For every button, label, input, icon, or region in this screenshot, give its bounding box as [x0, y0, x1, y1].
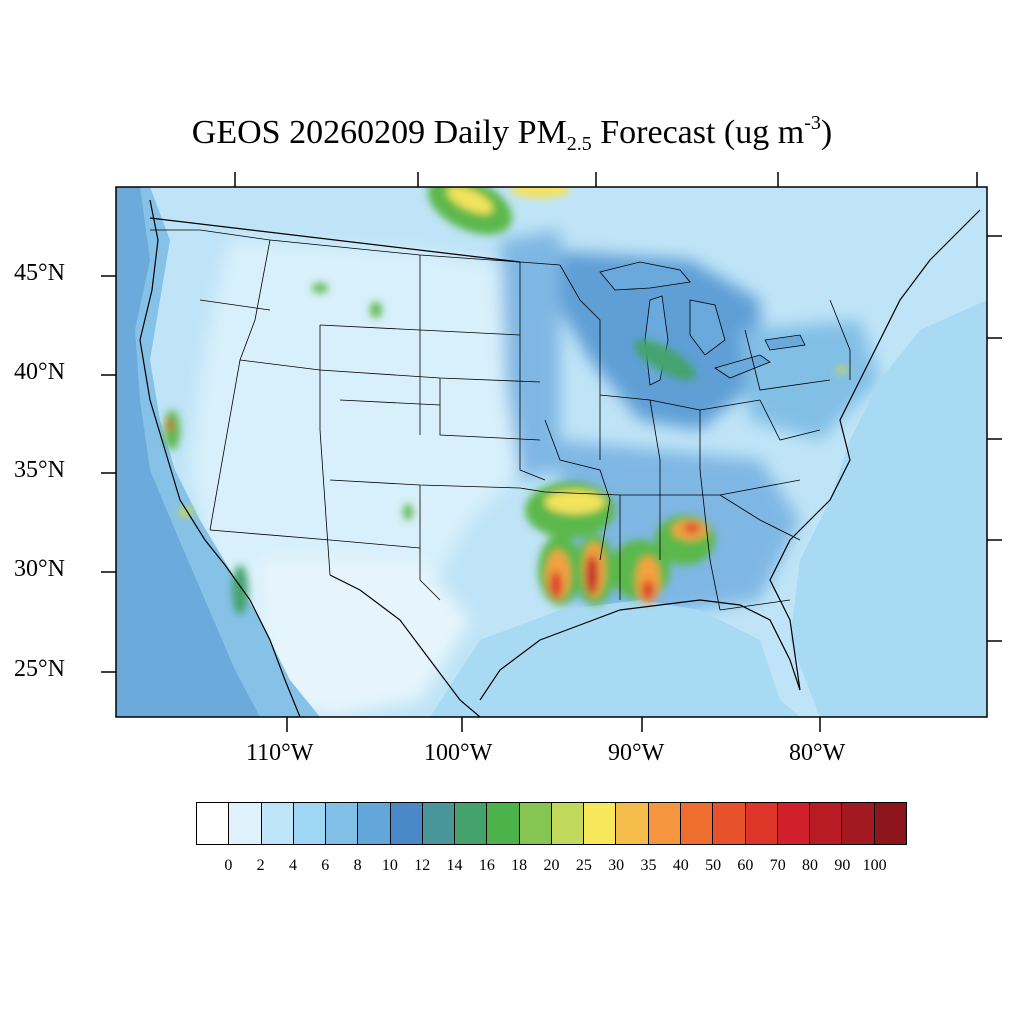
state-boundaries [150, 229, 851, 611]
hotspot-california [164, 410, 180, 450]
colorbar-box [810, 803, 843, 844]
colorbar-label: 100 [862, 857, 887, 874]
colorbar-label: 25 [575, 857, 592, 874]
coastline [139, 199, 981, 717]
lat-label-35: 35°N [14, 457, 65, 483]
pacific-coast-dark [116, 187, 260, 717]
colorbar-box [519, 803, 552, 844]
colorbar-label: 4 [288, 857, 297, 874]
hotspot-socal [232, 565, 248, 615]
colorbar-label: 12 [414, 857, 431, 874]
lake-erie [714, 354, 771, 379]
hotspot-alabama-red [642, 580, 654, 600]
colorbar-box [358, 803, 391, 844]
colorbar-box [197, 803, 230, 844]
lake-superior [599, 261, 691, 291]
colorbar-label: 40 [672, 857, 689, 874]
hotspot-montana [312, 283, 328, 293]
lon-label-80: 80°W [789, 740, 846, 766]
colorbar-box [551, 803, 585, 844]
lat-label-25: 25°N [14, 656, 65, 682]
colorbar-box [680, 803, 714, 844]
lake-huron [689, 299, 726, 356]
hotspot-great-lakes-green [634, 339, 696, 381]
hotspot-arkansas-yellow [545, 490, 605, 514]
colorbar-label: 14 [446, 857, 463, 874]
hotspot-mississippi-red [586, 555, 598, 595]
colorbar-label: 6 [321, 857, 330, 874]
hotspot-la [178, 507, 194, 517]
lat-label-30: 30°N [14, 556, 65, 582]
colorbar-box [616, 803, 649, 844]
colorbar-label: 8 [353, 857, 362, 874]
hotspot-georgia-red [684, 523, 700, 533]
hotspot-wyoming [370, 302, 382, 318]
colorbar-label: 35 [640, 857, 657, 874]
colorbar-box [584, 803, 617, 844]
colorbar-label: 70 [769, 857, 786, 874]
colorbar-label: 60 [737, 857, 754, 874]
colorbar-box [713, 803, 746, 844]
colorbar-box [648, 803, 681, 844]
colorbar-label: 30 [608, 857, 625, 874]
colorbar-label: 10 [381, 857, 398, 874]
lake-ontario [764, 334, 806, 351]
hotspot-louisiana-red [550, 571, 562, 599]
chart-title: GEOS 20260209 Daily PM2.5 Forecast (ug m… [191, 112, 833, 155]
colorbar [196, 802, 907, 845]
colorbar-label: 2 [256, 857, 265, 874]
lon-label-90: 90°W [608, 740, 665, 766]
colorbar-label: 80 [802, 857, 819, 874]
lon-label-110: 110°W [246, 740, 314, 766]
colorbar-box [326, 803, 359, 844]
colorbar-box [293, 803, 327, 844]
colorbar-box [842, 803, 875, 844]
hotspot-nyc [836, 366, 848, 374]
colorbar-box [390, 803, 423, 844]
colorbar-box [229, 803, 262, 844]
map-frame [115, 186, 988, 718]
colorbar-label: 18 [511, 857, 528, 874]
plume-canada-east [510, 187, 570, 198]
plume-canada-yellow [446, 187, 494, 214]
colorbar-box [745, 803, 778, 844]
colorbar-box [777, 803, 811, 844]
colorbar-label: 90 [834, 857, 851, 874]
hotspot-california-red [167, 419, 173, 431]
texas-low-field [260, 560, 470, 717]
colorbar-box [487, 803, 520, 844]
map-ticks [101, 172, 1002, 732]
colorbar-box [261, 803, 294, 844]
colorbar-label: 50 [705, 857, 722, 874]
colorbar-label: 16 [478, 857, 495, 874]
lat-label-45: 45°N [14, 260, 65, 286]
gulf-of-mexico [430, 600, 800, 717]
hotspot-new-mexico [403, 504, 413, 520]
colorbar-box [874, 803, 906, 844]
lat-label-40: 40°N [14, 359, 65, 385]
colorbar-label: 20 [543, 857, 560, 874]
colorbar-box [422, 803, 456, 844]
lon-label-100: 100°W [424, 740, 493, 766]
colorbar-box [455, 803, 488, 844]
colorbar-label: 0 [224, 857, 233, 874]
atlantic-ocean [790, 300, 987, 717]
northern-plains-band [500, 230, 560, 480]
